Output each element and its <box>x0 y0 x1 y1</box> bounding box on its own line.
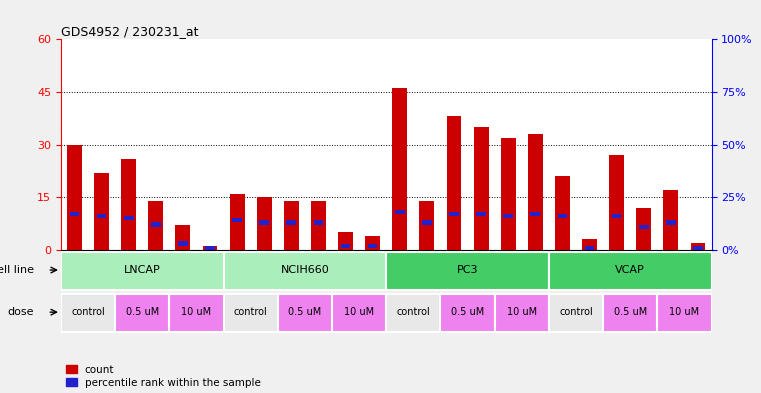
Bar <box>311 201 326 250</box>
Bar <box>555 176 570 250</box>
Bar <box>338 232 353 250</box>
Text: VCAP: VCAP <box>616 265 645 275</box>
Text: control: control <box>71 307 105 317</box>
Bar <box>503 214 513 218</box>
Bar <box>395 210 405 214</box>
Bar <box>341 244 350 248</box>
Text: 10 uM: 10 uM <box>181 307 212 317</box>
Text: control: control <box>396 307 430 317</box>
Bar <box>393 88 407 250</box>
Bar <box>664 190 678 250</box>
Bar <box>690 243 705 250</box>
Text: 10 uM: 10 uM <box>670 307 699 317</box>
Bar <box>115 294 170 332</box>
Bar <box>636 208 651 250</box>
Bar <box>549 294 603 332</box>
Text: 0.5 uM: 0.5 uM <box>126 307 159 317</box>
Bar <box>476 212 486 216</box>
Bar <box>501 138 516 250</box>
Bar <box>549 252 712 290</box>
Bar <box>495 294 549 332</box>
Bar <box>286 220 296 224</box>
Bar <box>419 201 435 250</box>
Bar <box>256 197 272 250</box>
Text: 0.5 uM: 0.5 uM <box>613 307 647 317</box>
Bar <box>232 218 242 222</box>
Text: GDS4952 / 230231_at: GDS4952 / 230231_at <box>61 25 199 38</box>
Bar <box>224 294 278 332</box>
Text: NCIH660: NCIH660 <box>281 265 330 275</box>
Bar <box>124 216 133 220</box>
Bar <box>151 222 161 227</box>
Text: LNCAP: LNCAP <box>124 265 161 275</box>
Text: control: control <box>559 307 593 317</box>
Bar <box>97 214 107 218</box>
Bar <box>332 294 387 332</box>
Bar <box>447 116 461 250</box>
Bar <box>94 173 109 250</box>
Bar <box>422 220 431 224</box>
Bar <box>558 214 567 218</box>
Bar <box>658 294 712 332</box>
Bar <box>230 194 244 250</box>
Bar <box>603 294 658 332</box>
Bar <box>473 127 489 250</box>
Bar <box>278 294 332 332</box>
Bar <box>314 220 323 224</box>
Text: 10 uM: 10 uM <box>507 307 537 317</box>
Bar <box>530 212 540 216</box>
Bar <box>387 252 549 290</box>
Bar <box>387 294 441 332</box>
Bar <box>205 246 215 250</box>
Text: 10 uM: 10 uM <box>344 307 374 317</box>
Bar <box>693 246 703 250</box>
Text: cell line: cell line <box>0 265 33 275</box>
Text: 0.5 uM: 0.5 uM <box>451 307 484 317</box>
Bar <box>178 241 188 246</box>
Bar <box>639 224 648 229</box>
Bar <box>224 252 387 290</box>
Bar <box>449 212 459 216</box>
Bar <box>260 220 269 224</box>
Text: dose: dose <box>8 307 33 317</box>
Bar <box>61 294 115 332</box>
Bar <box>666 220 676 224</box>
Legend: count, percentile rank within the sample: count, percentile rank within the sample <box>66 365 261 388</box>
Text: PC3: PC3 <box>457 265 479 275</box>
Bar <box>284 201 299 250</box>
Bar <box>148 201 163 250</box>
Bar <box>176 225 190 250</box>
Text: 0.5 uM: 0.5 uM <box>288 307 321 317</box>
Bar <box>67 145 82 250</box>
Bar <box>365 236 380 250</box>
Bar <box>612 214 622 218</box>
Bar <box>582 239 597 250</box>
Bar <box>528 134 543 250</box>
Bar <box>121 159 136 250</box>
Bar <box>610 155 624 250</box>
Bar <box>368 244 377 248</box>
Bar <box>170 294 224 332</box>
Bar <box>61 252 224 290</box>
Text: control: control <box>234 307 268 317</box>
Bar <box>69 212 79 216</box>
Bar <box>202 246 218 250</box>
Bar <box>584 246 594 250</box>
Bar <box>441 294 495 332</box>
